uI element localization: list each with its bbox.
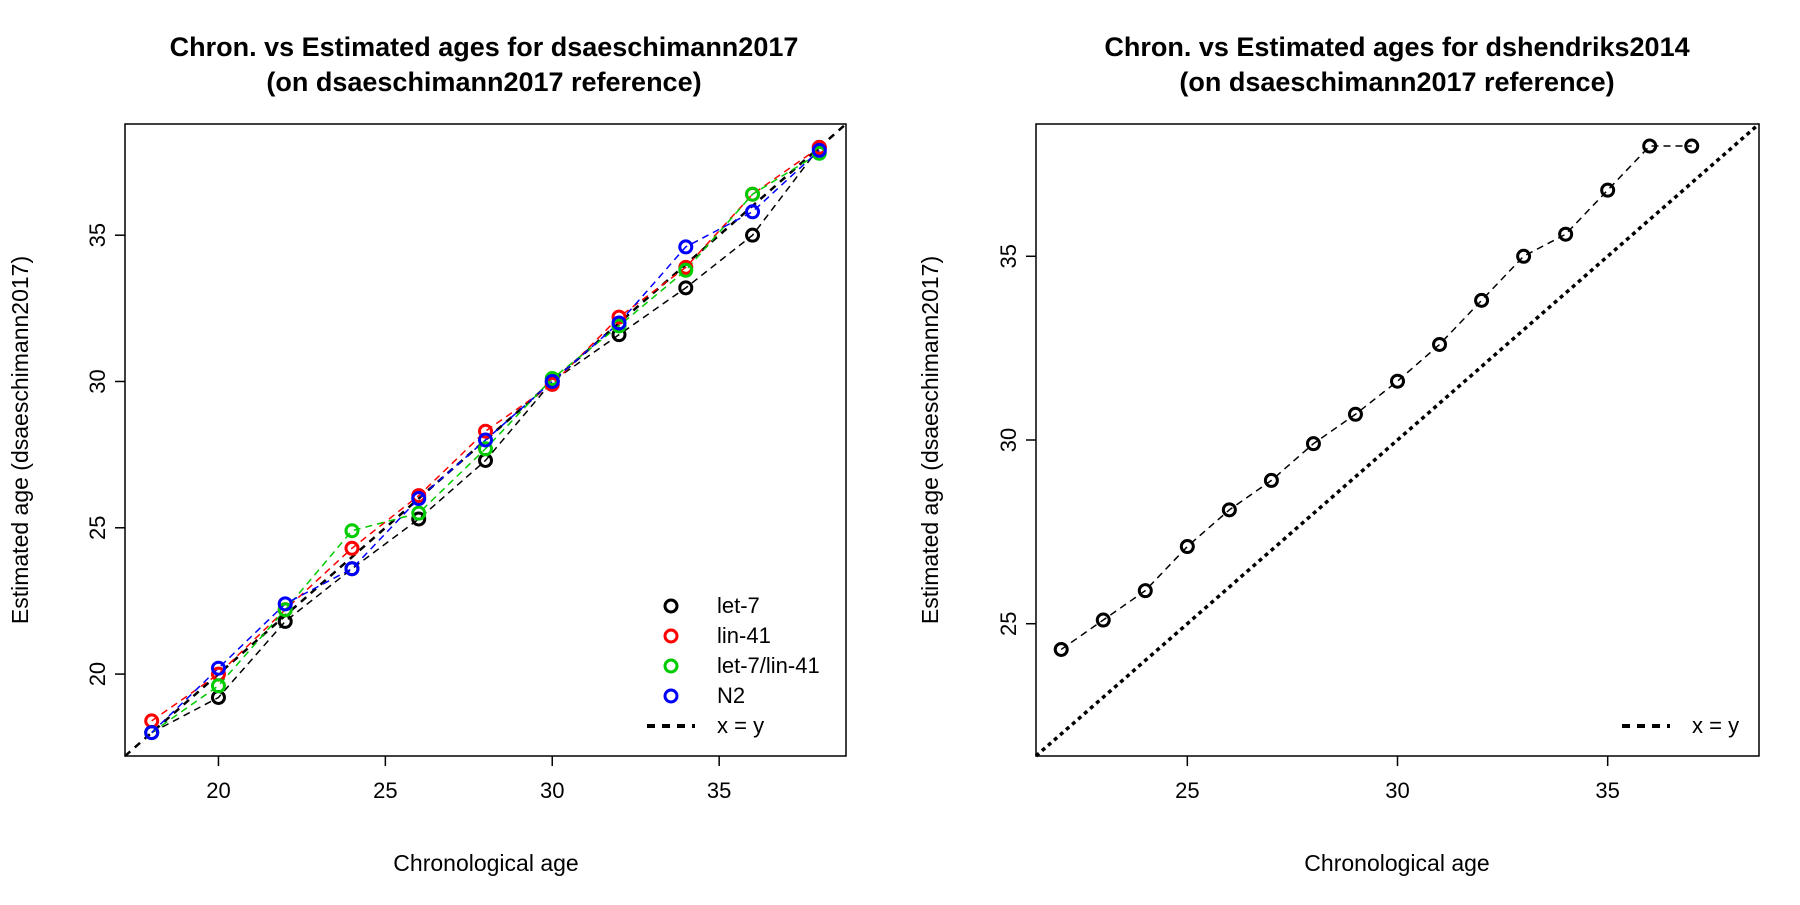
right-data-point: [1179, 539, 1195, 555]
right-series-line-0: [1060, 145, 1692, 651]
left-data-point: [210, 660, 226, 676]
left-plot-area: [124, 123, 847, 757]
left-x-tick-label: 30: [540, 778, 564, 803]
right-y-tick-label: 25: [996, 611, 1021, 635]
right-chart: Chron. vs Estimated ages for dshendriks2…: [917, 32, 1761, 876]
left-data-point: [411, 505, 427, 521]
left-y-tick-label: 20: [85, 662, 110, 686]
left-y-tick-label: 30: [85, 369, 110, 393]
left-y-axis: 20 25 30 35: [85, 223, 125, 686]
left-data-point: [478, 432, 493, 448]
right-x-tick-label: 30: [1385, 778, 1409, 803]
legend-label-identity: x = y: [717, 713, 764, 738]
left-data-point: [478, 441, 493, 457]
left-data-point: [277, 596, 293, 612]
left-data-point: [344, 561, 360, 577]
left-series-line-0: [151, 146, 820, 734]
legend-label-n2: N2: [717, 683, 745, 708]
right-data-point: [1684, 138, 1700, 154]
right-y-axis: 25 30 35: [996, 244, 1036, 636]
right-x-axis: 25 30 35: [1175, 756, 1620, 803]
left-data-point: [277, 602, 293, 618]
legend-marker-n2: [663, 688, 679, 704]
left-series-line-3: [151, 149, 820, 734]
left-data-point: [678, 239, 694, 255]
left-x-tick-label: 25: [373, 778, 397, 803]
left-data-point: [411, 491, 427, 507]
right-data-point: [1474, 292, 1490, 308]
left-data-point: [678, 262, 694, 278]
left-data-point: [745, 227, 761, 243]
right-y-tick-label: 35: [996, 244, 1021, 268]
right-x-tick-label: 25: [1175, 778, 1199, 803]
right-identity-line: [1034, 122, 1761, 758]
right-data-point: [1642, 138, 1658, 154]
left-data-point: [411, 511, 427, 527]
left-y-axis-label: Estimated age (dsaeschimann2017): [7, 256, 33, 624]
left-chart-title-line2: (on dsaeschimann2017 reference): [266, 67, 701, 97]
left-series-line-2: [151, 152, 820, 734]
left-identity-line: [124, 123, 847, 757]
right-data-point: [1053, 641, 1069, 657]
left-data-point: [745, 204, 761, 220]
right-legend: x = y: [1622, 713, 1739, 738]
legend-label-let7-lin41: let-7/lin-41: [717, 653, 820, 678]
legend-label-identity-right: x = y: [1692, 713, 1739, 738]
left-plot-frame: [124, 123, 847, 757]
right-data-point: [1432, 336, 1448, 352]
left-y-tick-label: 25: [85, 516, 110, 540]
right-y-tick-label: 30: [996, 428, 1021, 452]
right-data-point: [1558, 226, 1574, 242]
left-x-tick-label: 35: [707, 778, 731, 803]
left-x-axis: 20 25 30 35: [206, 756, 731, 803]
right-data-point: [1516, 248, 1532, 264]
right-data-point: [1137, 583, 1153, 599]
right-y-axis-label: Estimated age (dsaeschimann2017): [917, 256, 943, 624]
left-data-point: [745, 186, 761, 202]
left-series-line-1: [151, 146, 820, 722]
left-data-point: [344, 523, 360, 539]
right-data-point: [1600, 182, 1616, 198]
left-x-axis-label: Chronological age: [393, 850, 578, 876]
legend-marker-let7: [663, 598, 679, 614]
left-data-point: [344, 540, 360, 556]
legend-marker-let7-lin41: [663, 658, 679, 674]
left-data-point: [210, 678, 226, 694]
right-plot-area: [1034, 122, 1761, 758]
left-data-point: [678, 280, 694, 296]
right-data-point: [1221, 502, 1237, 518]
left-data-point: [811, 142, 827, 158]
left-data-point: [478, 423, 493, 439]
legend-label-let7: let-7: [717, 593, 760, 618]
right-chart-title-line1: Chron. vs Estimated ages for dshendriks2…: [1104, 32, 1689, 62]
legend-label-lin41: lin-41: [717, 623, 771, 648]
right-data-point: [1095, 612, 1111, 628]
left-data-point: [544, 373, 560, 389]
right-x-tick-label: 35: [1595, 778, 1619, 803]
left-chart: Chron. vs Estimated ages for dsaeschiman…: [7, 32, 847, 876]
left-data-point: [144, 725, 160, 741]
left-chart-title-line1: Chron. vs Estimated ages for dsaeschiman…: [170, 32, 799, 62]
left-data-point: [611, 315, 627, 331]
right-chart-title-line2: (on dsaeschimann2017 reference): [1179, 67, 1614, 97]
right-data-point: [1390, 373, 1405, 389]
right-x-axis-label: Chronological age: [1304, 850, 1489, 876]
left-data-point: [611, 309, 627, 325]
left-x-tick-label: 20: [206, 778, 230, 803]
right-data-point: [1347, 406, 1363, 422]
right-data-point: [1263, 472, 1279, 488]
left-legend: let-7 lin-41 let-7/lin-41 N2 x = y: [647, 593, 820, 738]
left-y-tick-label: 35: [85, 223, 110, 247]
right-data-point: [1305, 436, 1321, 452]
legend-marker-lin41: [663, 628, 679, 644]
